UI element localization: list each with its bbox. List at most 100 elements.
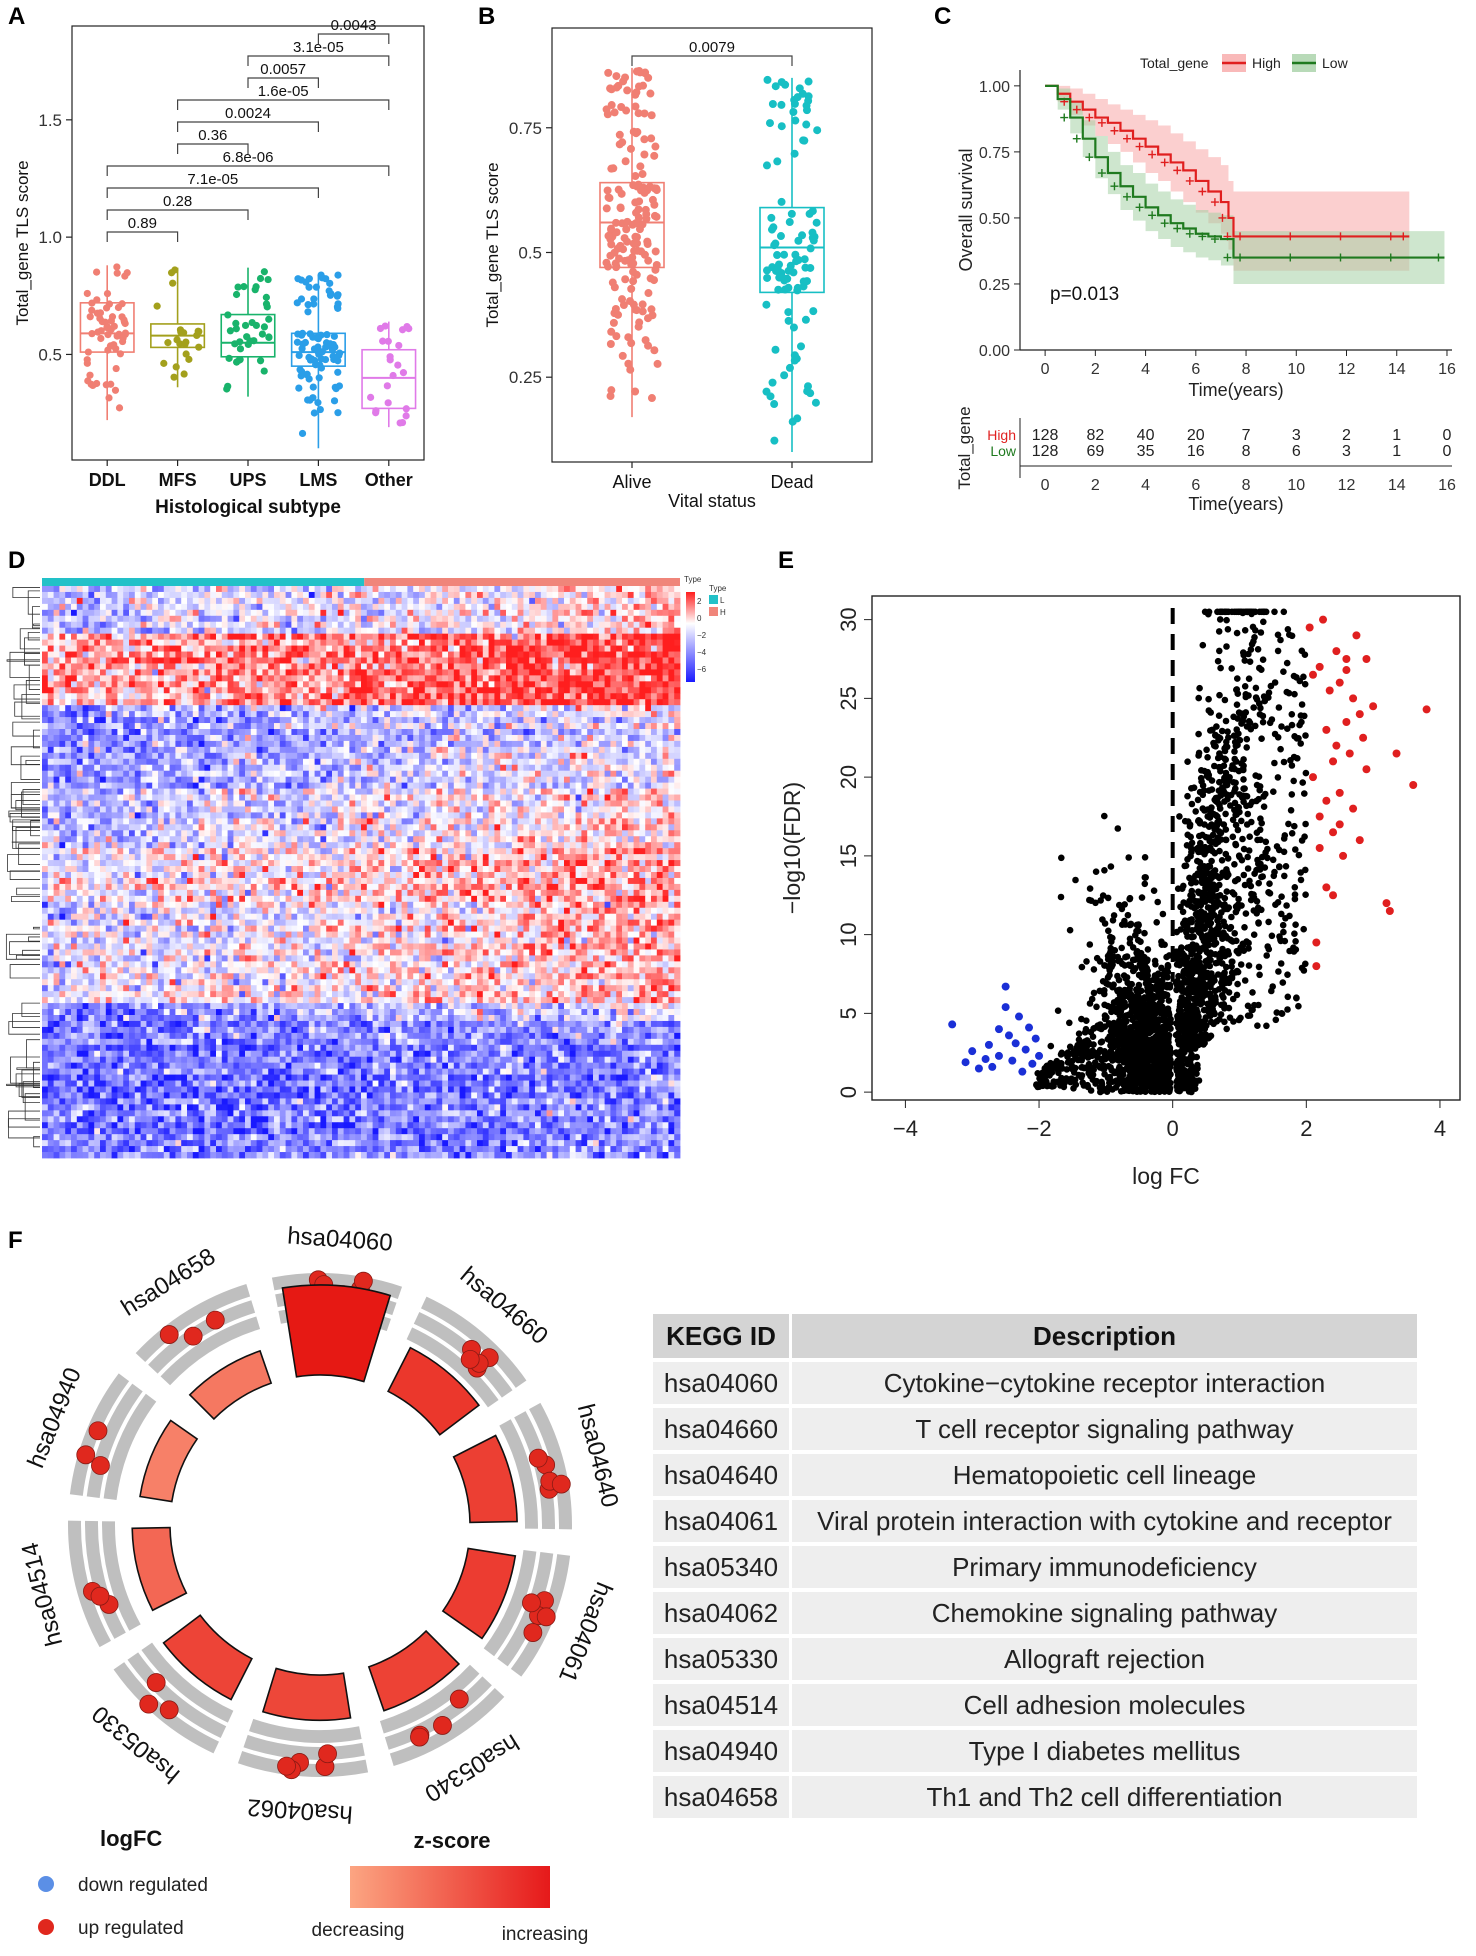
heatmap-cell [158, 740, 165, 748]
heatmap-cell [419, 699, 426, 706]
heatmap-cell [552, 651, 559, 658]
heatmap-cell [448, 770, 455, 778]
heatmap-cell [308, 651, 315, 658]
heatmap-cell [662, 693, 669, 700]
heatmap-cell [500, 633, 507, 641]
heatmap-cell [390, 657, 397, 664]
heatmap-cell [175, 740, 182, 748]
heatmap-cell [59, 687, 66, 694]
heatmap-cell [308, 675, 315, 682]
heatmap-cell [279, 681, 286, 688]
heatmap-cell [59, 788, 66, 795]
heatmap-cell [140, 806, 147, 813]
heatmap-cell [564, 746, 571, 754]
heatmap-cell [94, 734, 101, 742]
heatmap-cell [285, 758, 292, 766]
heatmap-cell [610, 776, 617, 784]
heatmap-cell [651, 782, 658, 789]
data-point [802, 101, 811, 110]
risk-x-tick-label: 6 [1191, 477, 1200, 494]
heatmap-cell [558, 723, 565, 730]
heatmap-cell [245, 657, 252, 664]
heatmap-cell [552, 681, 559, 688]
heatmap-cell [395, 794, 402, 801]
x-tick-label: UPS [229, 470, 266, 490]
heatmap-cell [59, 651, 66, 658]
heatmap-cell [163, 597, 170, 605]
data-point [615, 130, 624, 139]
heatmap-cell [262, 812, 269, 819]
heatmap-cell [552, 800, 559, 807]
heatmap-cell [674, 609, 681, 617]
heatmap-cell [593, 734, 600, 742]
heatmap-cell [407, 705, 414, 712]
heatmap-cell [303, 740, 310, 748]
heatmap-cell [82, 794, 89, 801]
heatmap-cell [656, 705, 663, 712]
heatmap-cell [593, 615, 600, 623]
heatmap-cell [569, 729, 576, 736]
heatmap-cell [610, 597, 617, 605]
heatmap-cell [320, 627, 327, 635]
heatmap-cell [158, 669, 165, 676]
heatmap-cell [430, 657, 437, 664]
heatmap-cell [656, 609, 663, 617]
data-point [640, 150, 649, 159]
heatmap-cell [558, 633, 565, 641]
heatmap-cell [140, 627, 147, 635]
heatmap-cell [442, 764, 449, 772]
heatmap-cell [442, 746, 449, 754]
heatmap-cell [256, 746, 263, 754]
heatmap-cell [633, 639, 640, 646]
heatmap-cell [355, 800, 362, 807]
heatmap-cell [413, 752, 420, 760]
heatmap-cell [569, 705, 576, 712]
data-point [609, 318, 618, 327]
heatmap-cell [656, 597, 663, 605]
heatmap-cell [511, 621, 518, 629]
heatmap-cell [471, 699, 478, 706]
heatmap-cell [82, 699, 89, 706]
heatmap-cell [111, 645, 118, 652]
heatmap-cell [529, 800, 536, 807]
heatmap-cell [523, 717, 530, 724]
heatmap-cell [407, 693, 414, 700]
heatmap-cell [332, 669, 339, 676]
heatmap-cell [459, 723, 466, 730]
heatmap-cell [639, 693, 646, 700]
heatmap-cell [42, 693, 49, 700]
heatmap-cell [158, 788, 165, 795]
heatmap-cell [517, 734, 524, 742]
heatmap-cell [297, 729, 304, 736]
heatmap-cell [436, 729, 443, 736]
heatmap-cell [540, 740, 547, 748]
heatmap-cell [169, 752, 176, 760]
heatmap-cell [337, 586, 344, 593]
censor-mark [1399, 232, 1408, 241]
heatmap-cell [94, 693, 101, 700]
heatmap-cell [407, 806, 414, 813]
heatmap-cell [633, 627, 640, 635]
heatmap-cell [303, 603, 310, 611]
heatmap-cell [158, 693, 165, 700]
heatmap-cell [42, 586, 49, 593]
heatmap-cell [100, 794, 107, 801]
heatmap-cell [598, 770, 605, 778]
heatmap-cell [477, 699, 484, 706]
data-point [644, 289, 653, 298]
data-point [335, 382, 343, 390]
heatmap-cell [622, 675, 629, 682]
heatmap-cell [390, 794, 397, 801]
data-point [384, 399, 392, 407]
heatmap-cell [314, 627, 321, 635]
heatmap-cell [250, 711, 257, 718]
heatmap-cell [477, 770, 484, 778]
heatmap-cell [181, 681, 188, 688]
data-point [172, 363, 180, 371]
data-point [304, 308, 312, 316]
risk-count: 1 [1392, 443, 1401, 460]
data-point [107, 380, 115, 388]
heatmap-cell [419, 627, 426, 635]
heatmap-cell [436, 752, 443, 760]
heatmap-cell [117, 663, 124, 670]
